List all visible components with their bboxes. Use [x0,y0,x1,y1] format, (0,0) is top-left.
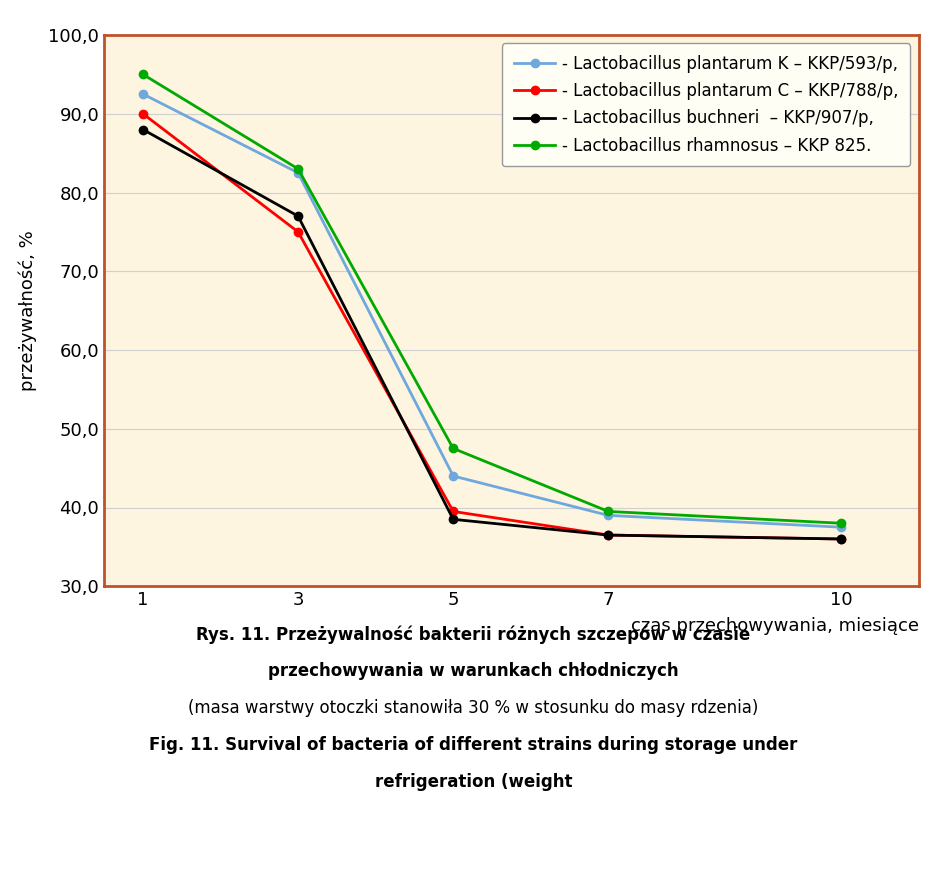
- Lactobacillus buchneri  – KKP/907/p, [602,529,614,540]
- Lactobacillus rhamnosus – KKP 825. [137,69,149,80]
Text: Fig. 11. Survival of bacteria of different strains during storage under: Fig. 11. Survival of bacteria of differe… [150,736,797,754]
Text: (masa warstwy otoczki stanowiła 30 % w stosunku do masy rdzenia): (masa warstwy otoczki stanowiła 30 % w s… [188,699,759,717]
Text: refrigeration (weight: refrigeration (weight [375,773,572,791]
- Lactobacillus plantarum C – KKP/788/p, [835,534,847,544]
Line: - Lactobacillus rhamnosus – KKP 825.: - Lactobacillus rhamnosus – KKP 825. [139,70,845,528]
- Lactobacillus plantarum K – KKP/593/p, [602,510,614,521]
- Lactobacillus plantarum C – KKP/788/p, [448,506,459,516]
- Lactobacillus buchneri  – KKP/907/p, [293,211,304,221]
- Lactobacillus rhamnosus – KKP 825. [835,518,847,528]
Text: przechowywania w warunkach chłodniczych: przechowywania w warunkach chłodniczych [268,662,679,681]
Legend: - Lactobacillus plantarum K – KKP/593/p,, - Lactobacillus plantarum C – KKP/788/: - Lactobacillus plantarum K – KKP/593/p,… [502,44,910,166]
- Lactobacillus plantarum C – KKP/788/p, [602,529,614,540]
Line: - Lactobacillus plantarum C – KKP/788/p,: - Lactobacillus plantarum C – KKP/788/p, [139,109,845,543]
- Lactobacillus plantarum K – KKP/593/p, [137,88,149,99]
- Lactobacillus rhamnosus – KKP 825. [602,506,614,516]
- Lactobacillus plantarum C – KKP/788/p, [137,108,149,119]
- Lactobacillus buchneri  – KKP/907/p, [137,124,149,135]
- Lactobacillus rhamnosus – KKP 825. [448,443,459,453]
- Lactobacillus plantarum C – KKP/788/p, [293,227,304,237]
- Lactobacillus plantarum K – KKP/593/p, [448,471,459,481]
Y-axis label: przeżywałność, %: przeżywałność, % [19,230,37,391]
- Lactobacillus plantarum K – KKP/593/p, [835,522,847,532]
Text: Rys. 11. Przeżywalność bakterii różnych szczepów w czasie: Rys. 11. Przeżywalność bakterii różnych … [196,626,751,644]
- Lactobacillus rhamnosus – KKP 825. [293,164,304,174]
- Lactobacillus buchneri  – KKP/907/p, [448,514,459,524]
Line: - Lactobacillus buchneri  – KKP/907/p,: - Lactobacillus buchneri – KKP/907/p, [139,125,845,543]
- Lactobacillus buchneri  – KKP/907/p, [835,534,847,544]
Line: - Lactobacillus plantarum K – KKP/593/p,: - Lactobacillus plantarum K – KKP/593/p, [139,90,845,531]
Text: czas przechowywania, miesiące: czas przechowywania, miesiące [631,617,919,635]
- Lactobacillus plantarum K – KKP/593/p, [293,167,304,178]
